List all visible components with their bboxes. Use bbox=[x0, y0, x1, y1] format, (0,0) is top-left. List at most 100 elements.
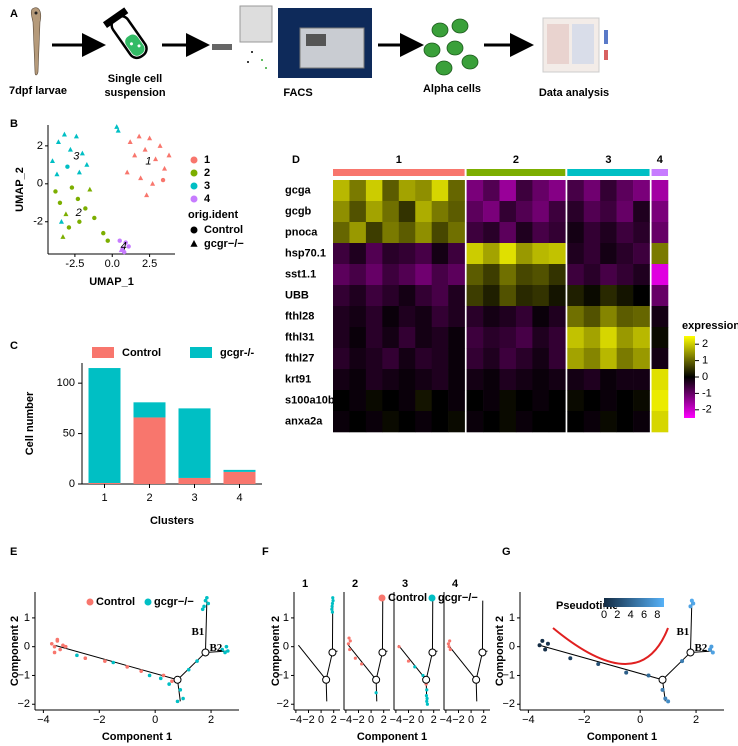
gene-label: anxa2a bbox=[285, 415, 323, 427]
point bbox=[202, 604, 206, 609]
heat-cell bbox=[365, 222, 383, 244]
point bbox=[142, 146, 148, 152]
point bbox=[353, 656, 357, 660]
point bbox=[67, 146, 73, 152]
legend-label: gcgr−/− bbox=[154, 596, 194, 608]
heat-cell bbox=[499, 411, 517, 433]
x-tick-label: −4 bbox=[390, 714, 403, 726]
heat-cell bbox=[651, 327, 669, 349]
x-tick-label: 0 bbox=[318, 714, 324, 726]
point bbox=[660, 687, 665, 692]
heat-cell bbox=[365, 285, 383, 307]
heat-cell bbox=[382, 180, 400, 202]
heat-cell bbox=[651, 222, 669, 244]
trajectory-edge bbox=[689, 600, 693, 653]
legend-swatch bbox=[378, 594, 386, 602]
point bbox=[624, 670, 629, 675]
colorbar-title: Pseudotime bbox=[556, 600, 618, 612]
legend-swatch bbox=[92, 347, 114, 358]
point bbox=[709, 644, 714, 649]
heat-cell bbox=[349, 348, 367, 370]
point bbox=[52, 644, 57, 649]
point bbox=[331, 596, 335, 600]
step-label: Data analysis bbox=[538, 87, 610, 99]
y-tick-label: 1 bbox=[283, 612, 289, 624]
heat-cell bbox=[349, 306, 367, 328]
y-axis-label: Component 2 bbox=[494, 616, 506, 686]
heat-cell bbox=[398, 264, 416, 286]
point bbox=[646, 673, 651, 678]
heat-cell bbox=[583, 369, 601, 391]
colorbar-tick-label: 2 bbox=[702, 338, 708, 350]
trajectory-edge bbox=[539, 644, 663, 681]
heat-cell bbox=[448, 285, 465, 307]
heat-cell bbox=[499, 180, 517, 202]
gene-label: pnoca bbox=[285, 226, 318, 238]
point bbox=[178, 688, 183, 692]
trajectory-edge bbox=[177, 652, 206, 681]
gene-label: hsp70.1 bbox=[285, 247, 326, 259]
legend-swatch bbox=[190, 182, 198, 190]
heat-cell bbox=[567, 327, 585, 349]
heat-cell bbox=[415, 348, 432, 370]
heat-cell bbox=[548, 390, 566, 412]
x-tick-label: 1 bbox=[101, 492, 107, 504]
heat-cell bbox=[600, 348, 617, 370]
point bbox=[127, 139, 133, 145]
heat-cell bbox=[466, 411, 484, 433]
point bbox=[330, 607, 334, 611]
point bbox=[63, 211, 69, 217]
heat-cell bbox=[515, 327, 533, 349]
heat-cell bbox=[431, 222, 449, 244]
bar-segment bbox=[178, 477, 211, 484]
heat-cell bbox=[483, 201, 500, 223]
point bbox=[138, 175, 144, 181]
branch-label: B2 bbox=[694, 642, 707, 654]
legend-label: Control bbox=[122, 347, 161, 359]
heat-cell bbox=[583, 180, 601, 202]
heat-cell bbox=[548, 411, 566, 433]
y-tick-label: 1 bbox=[509, 612, 515, 624]
x-tick-label: −2 bbox=[452, 714, 465, 726]
heat-cell bbox=[499, 348, 517, 370]
y-tick-label: 0 bbox=[283, 641, 289, 653]
branch-point bbox=[658, 675, 667, 684]
heat-cell bbox=[466, 390, 484, 412]
heat-cell bbox=[382, 222, 400, 244]
x-tick-label: 0 bbox=[637, 714, 643, 726]
x-tick-label: 4 bbox=[236, 492, 242, 504]
trajectory-edge bbox=[54, 644, 178, 681]
heat-cell bbox=[365, 327, 383, 349]
cluster-bar bbox=[466, 169, 566, 176]
x-tick-label: 2 bbox=[431, 714, 437, 726]
point bbox=[447, 645, 451, 649]
x-tick-label: 0.0 bbox=[105, 258, 120, 270]
point bbox=[83, 206, 88, 211]
heat-cell bbox=[567, 180, 585, 202]
heat-cell bbox=[567, 264, 585, 286]
legend-swatch bbox=[190, 240, 198, 247]
y-axis-label: Cell number bbox=[24, 391, 36, 455]
point bbox=[167, 682, 171, 686]
branch-point bbox=[173, 675, 182, 684]
y-tick-label: 50 bbox=[63, 427, 75, 439]
x-axis-label: Component 1 bbox=[587, 731, 657, 743]
heat-cell bbox=[583, 348, 601, 370]
point bbox=[348, 639, 352, 643]
heat-cell bbox=[616, 264, 634, 286]
heat-cell bbox=[532, 327, 550, 349]
heat-cell bbox=[466, 348, 484, 370]
legend-swatch bbox=[144, 598, 152, 606]
panel-label: E bbox=[10, 546, 17, 558]
legend-label: Control bbox=[388, 592, 427, 604]
heat-cell bbox=[651, 306, 669, 328]
point bbox=[663, 696, 668, 701]
heat-cell bbox=[448, 369, 465, 391]
heat-cell bbox=[398, 180, 416, 202]
point bbox=[160, 177, 166, 183]
heat-cell bbox=[616, 243, 634, 265]
legend-swatch bbox=[190, 169, 198, 177]
cluster-bar bbox=[651, 169, 668, 176]
colorbar-tick-label: 4 bbox=[628, 609, 634, 621]
heat-cell bbox=[616, 390, 634, 412]
